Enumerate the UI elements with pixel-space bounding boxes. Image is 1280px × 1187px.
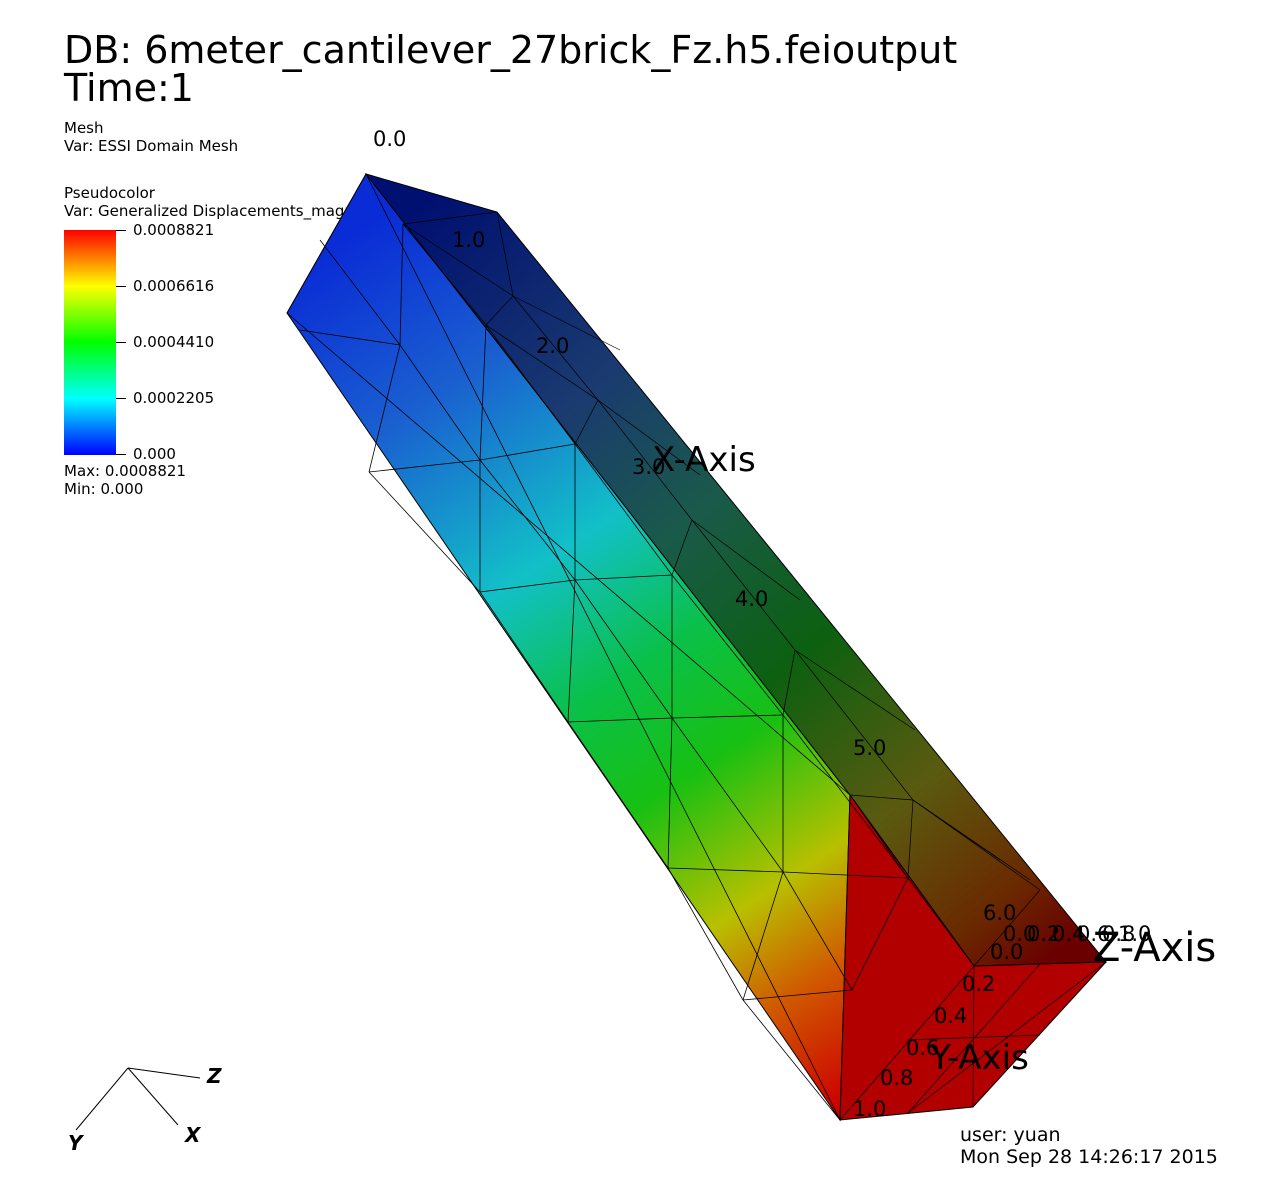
mesh-label: Mesh [64,119,104,137]
legend-tick-label: 0.0002205 [133,389,215,407]
x-tick-label: 2.0 [536,334,570,358]
time-title: Time:1 [64,66,194,110]
y-tick-label: 0.4 [934,1004,968,1028]
x-axis-title: X-Axis [652,440,756,480]
triad-y-label: Y [68,1131,83,1155]
legend-max: Max: 0.0008821 [64,462,186,480]
x-tick-label: 0.0 [373,127,407,151]
triad-z-label: Z [207,1064,222,1088]
legend-tick-label: 0.0006616 [133,277,215,295]
database-title: DB: 6meter_cantilever_27brick_Fz.h5.feio… [64,28,958,72]
legend-tick [116,342,126,343]
z-tick-label: 0.4 [1052,922,1086,946]
mesh-lines-top [402,211,1041,967]
x-tick-label: 1.0 [452,228,486,252]
z-axis-title: Z-Axis [1093,925,1217,971]
axis-triad [75,1067,201,1131]
legend-tick-label: 0.0004410 [133,333,215,351]
color-legend-bar [64,230,116,455]
x-tick-label: 3.0 [632,455,666,479]
legend-tick [116,454,126,455]
y-tick-label: 0.8 [880,1066,914,1090]
y-tick-label: 0.2 [962,972,996,996]
legend-tick [116,398,126,399]
legend-tick [116,230,126,231]
z-tick-label: 0.8 [1102,922,1136,946]
y-tick-label: 0.0 [990,940,1024,964]
x-tick-label: 5.0 [853,736,887,760]
pseudocolor-var: Var: Generalized Displacements_magnitude [64,202,393,220]
x-tick-label: 6.0 [983,901,1017,925]
user-label: user: yuan [960,1124,1061,1146]
triad-x-line [127,1067,179,1126]
mesh-lines-end [839,961,1107,1121]
z-tick-label: 1.0 [1118,922,1152,946]
y-axis-title: Y-Axis [930,1038,1029,1078]
z-tick-label: 0.2 [1027,922,1061,946]
y-tick-label: 1.0 [853,1097,887,1121]
x-tick-label: 4.0 [735,587,769,611]
mesh-var: Var: ESSI Domain Mesh [64,137,239,155]
legend-min: Min: 0.000 [64,480,144,498]
legend-tick-label: 0.000 [133,445,176,463]
date-label: Mon Sep 28 14:26:17 2015 [960,1146,1218,1168]
triad-z-line [127,1067,201,1079]
z-tick-label: 0.6 [1077,922,1111,946]
pseudocolor-label: Pseudocolor [64,184,155,202]
triad-x-label: X [185,1123,201,1147]
triad-y-line [75,1067,129,1131]
mesh-lines [286,173,975,1121]
legend-tick-label: 0.0008821 [133,221,215,239]
legend-tick [116,286,126,287]
y-tick-label: 0.6 [906,1036,940,1060]
z-tick-label: 0.0 [1003,922,1037,946]
